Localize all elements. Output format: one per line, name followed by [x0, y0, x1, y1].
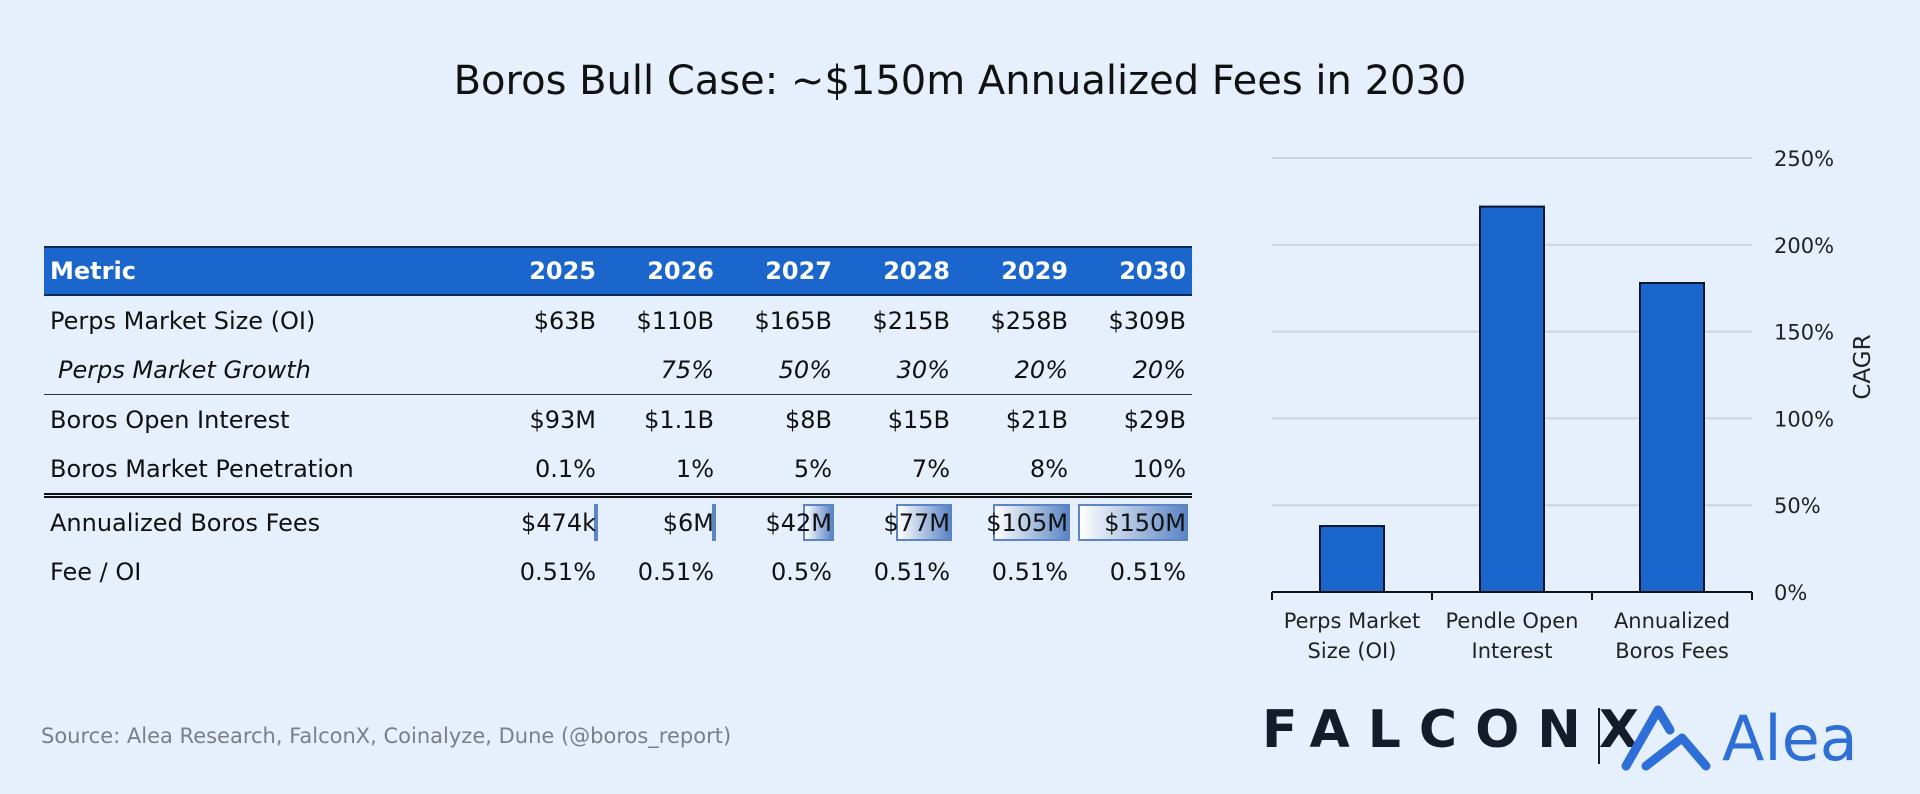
x-tick-label: Boros Fees [1615, 639, 1729, 663]
table-cell: 10% [1074, 444, 1192, 498]
table-row: Boros Market Penetration 0.1% 1% 5% 7% 8… [44, 444, 1192, 498]
table-cell: 20% [1074, 345, 1192, 395]
row-label: Boros Open Interest [50, 405, 290, 434]
table-cell: 7% [838, 444, 956, 498]
table-cell: 5% [720, 444, 838, 498]
cagr-bar-chart: 0% 50% 100% 150% 200% 250% Perps Market Size (O… [1271, 147, 1876, 663]
header-2027: 2027 [720, 246, 838, 296]
y-tick-label: 0% [1774, 581, 1807, 605]
table-cell: 0.51% [873, 557, 950, 586]
table-cell: $110B [636, 306, 714, 335]
table-cell: 0.51% [991, 557, 1068, 586]
table-cell: 8% [956, 444, 1074, 498]
alea-logo: Alea [1621, 702, 1858, 772]
x-tick-label: Pendle Open [1446, 609, 1579, 633]
table-row: Perps Market Growth 75% 50% 30% 20% 20% [44, 345, 1192, 395]
fee-value: $6M [662, 508, 714, 537]
table-cell: $215B [872, 306, 950, 335]
fee-cell: $6M [602, 496, 720, 548]
header-2026: 2026 [602, 246, 720, 296]
data-bar [1078, 504, 1188, 541]
y-axis-label: CAGR [1850, 334, 1876, 399]
table-cell: 20% [956, 345, 1074, 395]
table-cell: $29B [1123, 405, 1186, 434]
row-label: Fee / OI [50, 557, 142, 586]
table-cell: 0.1% [484, 444, 602, 498]
table-row-fees: Annualized Boros Fees $474k $6M $42M $77… [44, 496, 1192, 548]
table-cell: $63B [533, 306, 596, 335]
table-cell: $258B [990, 306, 1068, 335]
header-2030: 2030 [1074, 246, 1192, 296]
row-label: Boros Market Penetration [44, 444, 484, 498]
row-label: Perps Market Growth [44, 345, 484, 395]
y-tick-label: 200% [1774, 234, 1834, 258]
fee-value: $474k [521, 508, 596, 537]
bar [1319, 525, 1385, 594]
y-tick-label: 50% [1774, 494, 1821, 518]
header-2029: 2029 [956, 246, 1074, 296]
fee-cell: $42M [720, 496, 838, 548]
falconx-logo: FALCONX [1262, 700, 1657, 760]
table-cell: 0.51% [1109, 557, 1186, 586]
data-bar [993, 504, 1070, 541]
table-cell: 1% [602, 444, 720, 498]
table-row: Boros Open Interest $93M $1.1B $8B $15B … [44, 395, 1192, 445]
bar [1639, 281, 1705, 593]
table-cell [484, 345, 602, 395]
y-tick-label: 100% [1774, 407, 1834, 431]
logo-divider [1598, 708, 1600, 764]
x-tick-label: Size (OI) [1308, 639, 1397, 663]
y-tick-label: 150% [1774, 321, 1834, 345]
header-metric: Metric [44, 246, 484, 296]
fee-value: $77M [883, 508, 950, 537]
x-tick-label: Annualized [1614, 609, 1730, 633]
y-tick-label: 250% [1774, 147, 1834, 171]
table-cell: $93M [529, 405, 596, 434]
table-header-row: Metric 2025 2026 2027 2028 2029 2030 [44, 246, 1192, 296]
table-cell: 0.51% [519, 557, 596, 586]
fee-value: $42M [765, 508, 832, 537]
table-cell: 0.5% [771, 557, 832, 586]
table-cell: 75% [602, 345, 720, 395]
table-row: Fee / OI 0.51% 0.51% 0.5% 0.51% 0.51% 0.… [44, 547, 1192, 596]
data-bar [895, 504, 952, 541]
table-cell: 50% [720, 345, 838, 395]
bar [1479, 205, 1545, 593]
fee-cell: $105M [956, 496, 1074, 548]
table-cell: 30% [838, 345, 956, 395]
fee-value: $150M [1104, 508, 1186, 537]
row-label: Perps Market Size (OI) [50, 306, 316, 335]
fee-value: $105M [986, 508, 1068, 537]
x-tick-label: Perps Market [1284, 609, 1421, 633]
fee-cell: $150M [1074, 496, 1192, 548]
table-cell: 0.51% [637, 557, 714, 586]
table-cell: $309B [1108, 306, 1186, 335]
fee-cell: $77M [838, 496, 956, 548]
alea-mark-icon [1621, 705, 1711, 771]
data-bar [711, 504, 716, 541]
table-cell: $21B [1005, 405, 1068, 434]
header-2025: 2025 [484, 246, 602, 296]
header-2028: 2028 [838, 246, 956, 296]
fee-cell: $474k [484, 496, 602, 548]
table-cell: $8B [784, 405, 832, 434]
table-cell: $1.1B [644, 405, 714, 434]
x-tick-label: Interest [1472, 639, 1553, 663]
data-bar [594, 504, 598, 541]
table-cell: $15B [887, 405, 950, 434]
data-bar [803, 504, 834, 541]
table-row: Perps Market Size (OI) $63B $110B $165B … [44, 295, 1192, 345]
source-note: Source: Alea Research, FalconX, Coinalyz… [41, 724, 732, 748]
chart-title: Boros Bull Case: ~$150m Annualized Fees … [453, 58, 1467, 104]
table-cell: $165B [754, 306, 832, 335]
projection-table: Metric 2025 2026 2027 2028 2029 2030 Per… [44, 246, 1192, 596]
alea-wordmark: Alea [1722, 702, 1858, 772]
row-label: Annualized Boros Fees [50, 508, 321, 537]
